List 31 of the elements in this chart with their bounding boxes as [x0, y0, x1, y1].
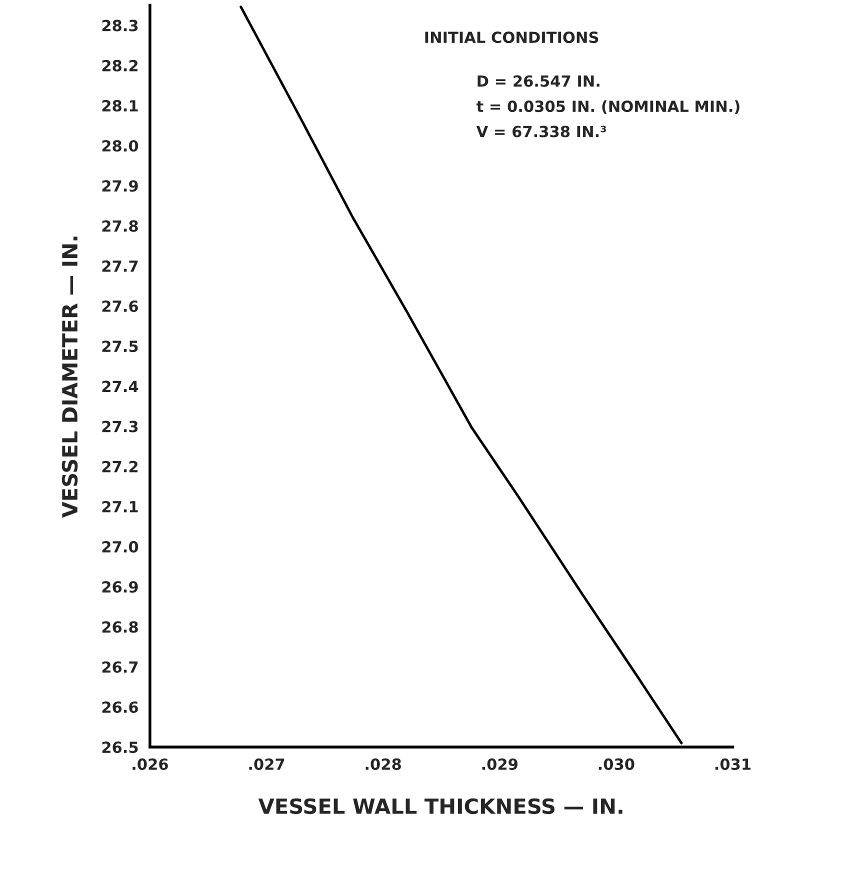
- y-tick-label: 27.2: [102, 460, 138, 472]
- annotation: D = 26.547 IN.: [478, 75, 600, 87]
- y-tick-label: 26.5: [102, 742, 138, 754]
- y-tick-label: 27.1: [102, 500, 138, 512]
- x-tick-label: .026: [132, 758, 168, 770]
- y-tick-label: 28.2: [102, 60, 138, 72]
- x-tick-label: .027: [249, 758, 284, 770]
- y-axis-title: VESSEL DIAMETER — IN.: [62, 236, 78, 518]
- y-tick-label: 26.7: [102, 661, 138, 673]
- annotation: t = 0.0305 IN. (NOMINAL MIN.): [476, 100, 740, 114]
- y-tick-label: 28.0: [102, 140, 138, 152]
- x-tick-label: .028: [366, 758, 401, 770]
- y-tick-label: 26.9: [102, 581, 138, 593]
- y-tick-label: 28.3: [102, 20, 138, 32]
- y-tick-label: 27.9: [102, 180, 138, 192]
- y-tick-label: 27.0: [102, 541, 138, 553]
- y-tick-label: 27.7: [102, 260, 138, 272]
- y-tick-label: 26.8: [102, 621, 138, 633]
- y-tick-label: 27.6: [102, 300, 138, 312]
- y-tick-label: 27.3: [102, 420, 138, 432]
- annotation: INITIAL CONDITIONS: [425, 32, 598, 44]
- y-tick-label: 27.5: [102, 340, 138, 352]
- x-tick-label: .030: [598, 758, 634, 770]
- x-tick-label: .029: [482, 758, 518, 770]
- y-tick-label: 27.8: [102, 220, 138, 232]
- annotation: V = 67.338 IN.³: [476, 126, 606, 138]
- x-tick-label: .031: [715, 758, 751, 770]
- x-axis-title: VESSEL WALL THICKNESS — IN.: [258, 798, 622, 814]
- y-tick-label: 28.1: [102, 100, 138, 112]
- y-tick-label: 27.4: [102, 380, 138, 392]
- y-tick-label: 26.6: [102, 701, 138, 713]
